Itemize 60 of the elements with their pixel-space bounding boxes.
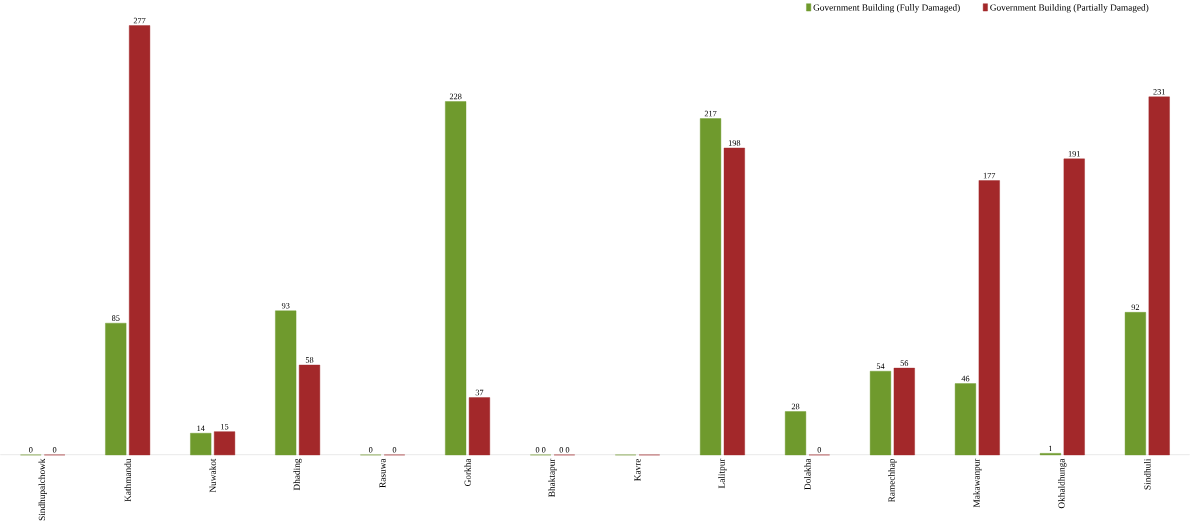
data-label: 28 [791,403,800,410]
x-tick-label: Sindhuli [1144,458,1151,490]
data-label: 46 [961,375,970,382]
x-tick-label: Okhaldhunga [1058,458,1067,508]
bar [1124,311,1146,455]
bar [954,383,977,455]
bar [893,367,915,455]
data-label: 177 [983,172,996,179]
x-tick-label: Kavre [634,458,641,481]
bar [468,397,490,455]
x-tick-label: Nuwakot [209,458,216,493]
bar [723,147,745,455]
data-label: 217 [704,110,717,117]
bar [1063,158,1085,455]
bar [784,411,807,455]
x-tick-label: Lalitpur [718,458,727,488]
data-label: 0 [817,446,822,453]
x-tick-label: Kathmandu [124,458,131,502]
data-label: 191 [1068,150,1080,157]
x-tick-label: Dolakha [804,458,811,490]
data-label: 85 [111,315,120,321]
data-label: 0 [368,446,373,453]
data-label: 92 [1131,304,1140,310]
bar [213,431,236,455]
bar [700,118,722,455]
bar [298,364,321,455]
data-label: 0 0 [559,446,570,453]
legend-label: Government Building (Fully Damaged) [813,3,960,13]
data-label: 1 [1049,445,1052,451]
x-tick-label: Bhaktapur [548,458,557,497]
data-label: 93 [281,302,290,309]
data-label: 0 [29,446,33,453]
bar [129,25,151,455]
bar [105,322,127,455]
data-label: 231 [1153,88,1165,95]
data-label: 0 0 [535,446,546,453]
x-tick-label: Rasuwa [379,458,386,488]
x-tick-label: Dhading [293,458,302,491]
x-tick-label: Ramechhap [888,458,897,502]
data-label: 0 [392,446,397,453]
bar [1148,96,1170,455]
data-label: 0 [52,446,57,453]
data-label: 198 [728,140,741,146]
bar [978,180,1000,455]
bar [190,432,212,455]
data-label: 58 [305,357,314,363]
data-label: 54 [876,363,885,369]
bar [275,310,297,455]
data-label: 56 [900,360,909,366]
x-tick-label: Gorkha [464,458,471,486]
data-label: 14 [197,425,205,431]
data-label: 277 [133,17,146,24]
bar [445,101,467,455]
bar [869,370,892,455]
legend-label: Government Building (Partially Damaged) [990,3,1149,13]
data-label: 15 [221,423,229,430]
x-tick-label: Sindhupalchowk [38,458,47,521]
data-label: 228 [449,93,462,100]
x-tick-label: Makawanpur [973,458,982,508]
data-label: 37 [475,389,484,396]
